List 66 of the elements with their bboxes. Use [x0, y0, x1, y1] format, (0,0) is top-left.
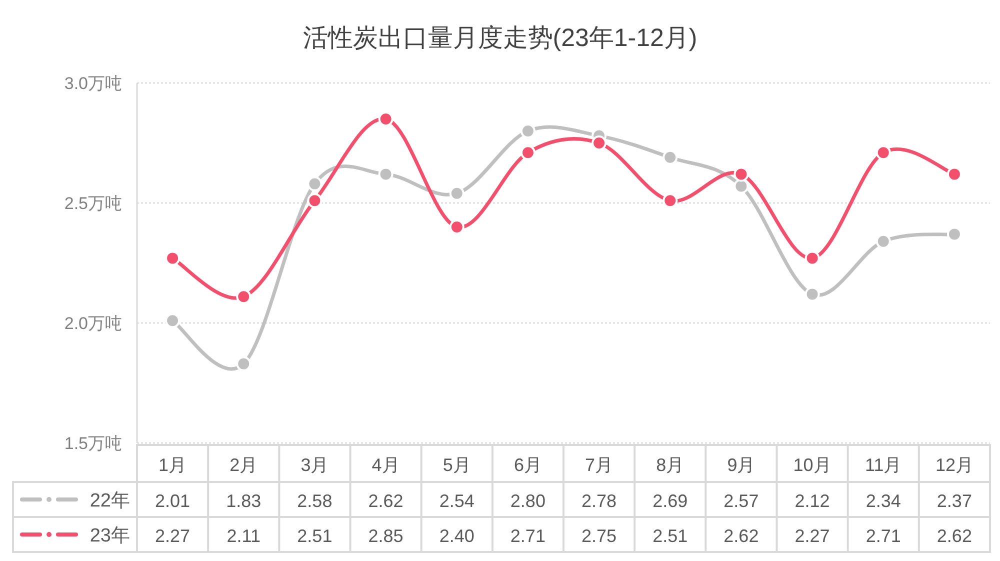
point — [449, 186, 464, 201]
data-label: 2.71 — [866, 526, 901, 546]
x-tick-label: 11月 — [865, 455, 902, 475]
data-label: 2.78 — [582, 491, 617, 511]
chart-title: 活性炭出口量月度走势(23年1-12月) — [302, 24, 698, 52]
data-label: 2.57 — [724, 491, 759, 511]
point — [165, 250, 180, 266]
y-tick-label: 2.0万吨 — [64, 314, 122, 333]
data-label: 2.01 — [155, 491, 190, 511]
data-label: 2.62 — [936, 526, 972, 546]
data-label: 2.58 — [297, 491, 332, 511]
x-tick-label: 7月 — [585, 455, 614, 475]
point — [662, 150, 678, 165]
point — [946, 226, 962, 242]
x-tick-label: 10月 — [793, 455, 832, 475]
x-tick-label: 8月 — [656, 455, 684, 475]
data-label: 2.11 — [226, 526, 260, 546]
point — [804, 250, 820, 266]
data-label: 2.75 — [582, 526, 617, 546]
data-label: 2.69 — [652, 491, 688, 511]
point — [592, 136, 607, 150]
data-label: 2.27 — [155, 526, 190, 546]
x-tick-label: 5月 — [442, 455, 471, 475]
point — [378, 166, 394, 182]
point — [662, 193, 678, 208]
data-label: 2.40 — [439, 526, 474, 546]
point — [876, 145, 891, 160]
point — [734, 178, 749, 194]
legend-label: 23年 — [90, 526, 130, 546]
data-label: 1.83 — [226, 491, 262, 511]
data-label: 2.51 — [297, 526, 332, 546]
point — [804, 286, 820, 302]
data-label: 2.51 — [652, 526, 688, 546]
x-tick-label: 4月 — [372, 455, 400, 475]
x-tick-label: 2月 — [230, 455, 258, 475]
data-label: 2.62 — [368, 491, 404, 511]
data-label: 2.71 — [510, 526, 546, 546]
point — [520, 124, 536, 138]
point — [236, 356, 252, 372]
point — [378, 112, 394, 126]
data-label: 2.27 — [794, 526, 830, 546]
point — [876, 234, 891, 249]
point — [520, 145, 536, 160]
data-label: 2.80 — [510, 491, 546, 511]
point — [449, 220, 464, 234]
x-tick-label: 1月 — [158, 455, 187, 475]
y-tick-label: 3.0万吨 — [64, 74, 122, 93]
data-label: 2.34 — [866, 491, 901, 511]
data-label: 2.37 — [936, 491, 972, 511]
x-tick-label: 12月 — [935, 455, 974, 475]
point — [165, 313, 180, 328]
y-tick-label: 1.5万吨 — [64, 434, 122, 453]
point — [307, 193, 322, 208]
legend-label: 22年 — [90, 490, 130, 512]
x-tick-label: 6月 — [514, 455, 542, 475]
data-label: 2.85 — [368, 526, 404, 546]
data-label: 2.62 — [724, 526, 759, 546]
x-tick-label: 3月 — [300, 455, 329, 475]
point — [946, 166, 962, 182]
data-label: 2.54 — [439, 491, 474, 511]
point — [734, 166, 749, 182]
point — [307, 176, 322, 192]
x-tick-label: 9月 — [727, 455, 756, 475]
data-label: 2.12 — [794, 491, 830, 511]
point — [236, 289, 252, 304]
y-tick-label: 2.5万吨 — [64, 194, 122, 213]
